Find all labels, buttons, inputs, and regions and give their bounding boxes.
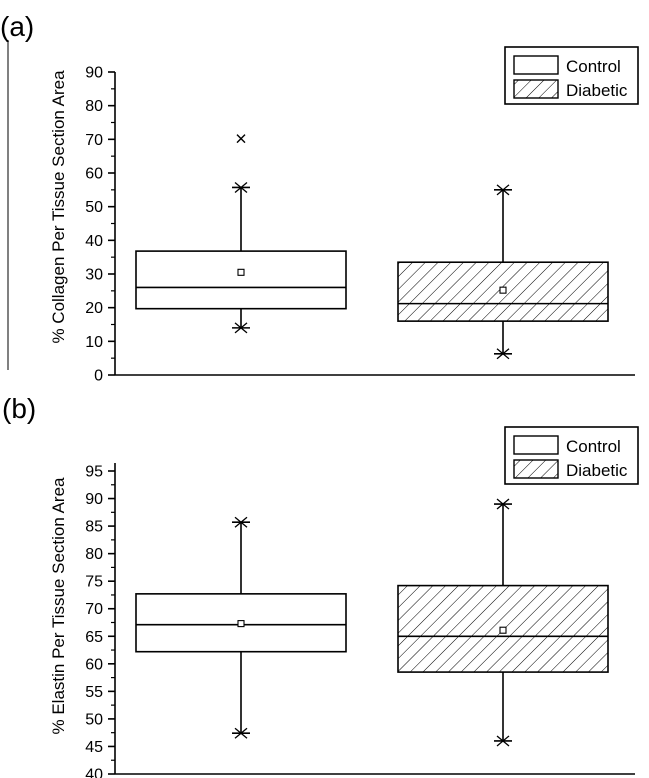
panel-b: (b) 40 45 50 55 60 65 70 75 80 85 90 95 % Elastin P… [2,393,639,778]
extreme-marker [234,181,248,193]
y-axis-title-a: % Collagen Per Tissue Section Area [49,70,68,344]
extreme-marker [496,735,510,747]
y-tick-label: 60 [85,656,103,673]
panel-a: (a) 0 10 20 30 40 50 60 70 80 90 % Collagen Per T… [0,11,639,385]
extreme-marker [234,727,248,739]
panel-label-a: (a) [0,11,34,42]
box-control [135,134,347,334]
y-tick-label: 70 [85,132,103,149]
y-tick-label: 80 [85,98,103,115]
y-tick-label: 40 [85,233,103,250]
y-tick-label: 10 [85,334,103,351]
y-tick-label: 50 [85,711,103,728]
legend-label-diabetic-b: Diabetic [566,461,628,480]
y-tick-label: 70 [85,601,103,618]
y-tick-label: 60 [85,166,103,183]
legend-swatch-control-a [513,55,559,75]
legend-swatch-control-b [513,435,559,455]
y-tick-label: 50 [85,199,103,216]
panel-label-b: (b) [2,393,36,424]
boxes-a [135,134,609,360]
y-tick-label: 80 [85,546,103,563]
outlier-marker [236,134,246,144]
y-tick-label: 0 [94,368,103,385]
box-iqr [397,261,609,322]
y-tick-label: 85 [85,519,103,536]
mean-marker [237,268,245,276]
legend-a: Control Diabetic [504,46,639,105]
mean-marker [499,286,507,294]
extreme-marker [496,498,510,510]
y-tick-label: 30 [85,267,103,284]
y-tick-label: 20 [85,300,103,317]
y-tick-label: 90 [85,65,103,82]
legend-swatch-diabetic-a [513,79,559,99]
mean-marker [237,620,245,628]
y-tick-label: 40 [85,767,103,778]
box-diabetic [397,498,609,747]
mean-marker [499,626,507,634]
legend-b: Control Diabetic [504,426,639,485]
y-tick-label: 65 [85,629,103,646]
extreme-marker [234,516,248,528]
legend-label-control-a: Control [566,57,621,76]
y-tick-label: 45 [85,739,103,756]
y-tick-label: 55 [85,684,103,701]
legend-label-control-b: Control [566,437,621,456]
extreme-marker [496,348,510,360]
box-diabetic [397,184,609,360]
legend-label-diabetic-a: Diabetic [566,81,628,100]
y-axis-title-b: % Elastin Per Tissue Section Area [49,477,68,735]
boxes-b [135,498,609,747]
y-tick-label: 90 [85,491,103,508]
extreme-marker [496,184,510,196]
legend-swatch-diabetic-b [513,459,559,479]
box-control [135,516,347,739]
y-ticks-a: 0 10 20 30 40 50 60 70 80 90 [85,65,115,385]
y-tick-label: 95 [85,464,103,481]
extreme-marker [234,322,248,334]
box-iqr [135,250,347,310]
y-ticks-b: 40 45 50 55 60 65 70 75 80 85 90 95 [85,464,115,778]
y-tick-label: 75 [85,574,103,591]
